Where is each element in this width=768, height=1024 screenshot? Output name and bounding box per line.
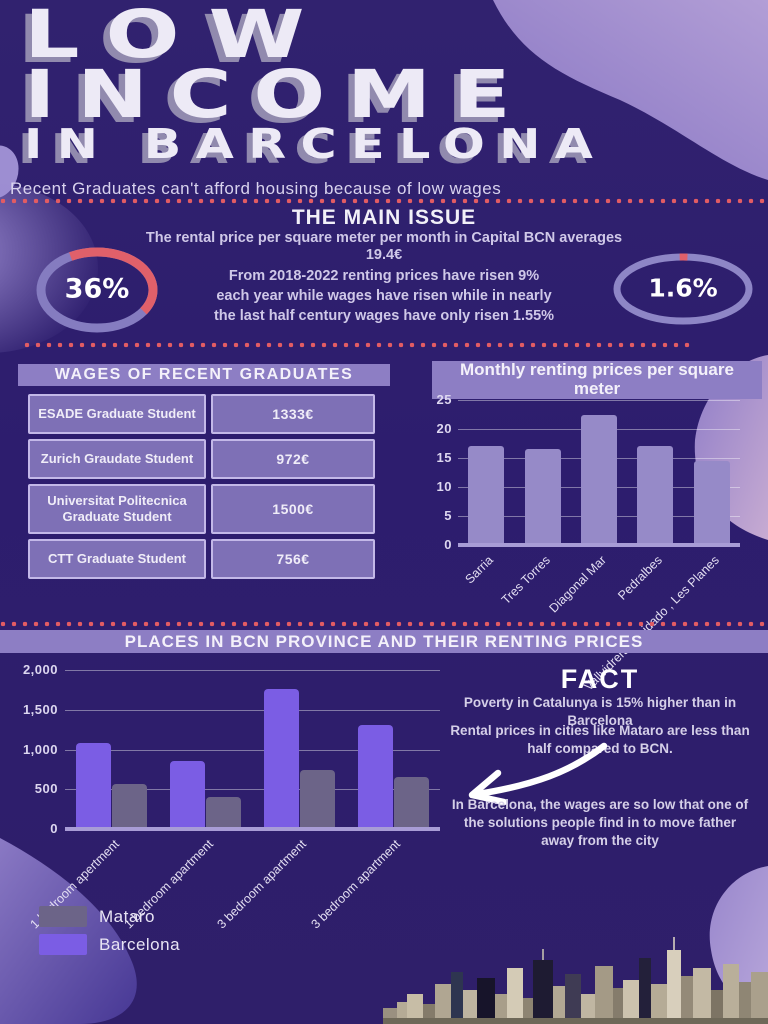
wages-table-title: WAGES OF RECENT GRADUATES bbox=[18, 364, 390, 386]
subtitle: Recent Graduates can't afford housing be… bbox=[10, 179, 502, 198]
chart2-legend: Mataro Barcelona bbox=[39, 906, 180, 962]
bar-group bbox=[263, 670, 335, 829]
bar-Sarria bbox=[468, 446, 505, 545]
main-issue-heading: THE MAIN ISSUE bbox=[291, 206, 477, 229]
chart2-x-axis-labels: 1 bedroom apertment 1 bedroom apartment 3 … bbox=[27, 831, 440, 931]
bar-Vallvidrera, Tibidado , Les Planes bbox=[693, 460, 730, 545]
chart2-x-axis-line bbox=[65, 827, 440, 831]
bar-mataro bbox=[299, 770, 335, 829]
stat-left-value: 36% bbox=[64, 273, 130, 305]
table-cell-label: CTT Graduate Student bbox=[28, 539, 206, 579]
gridline bbox=[458, 400, 740, 401]
ring-chart-1-6 bbox=[613, 253, 753, 325]
chart1-y-axis: 25 20 15 10 5 0 bbox=[418, 392, 452, 552]
bar-Diagonal Mar bbox=[580, 414, 617, 545]
bar-mataro bbox=[206, 797, 242, 829]
table-cell-label: Zurich Graudate Student bbox=[28, 439, 206, 479]
gridline bbox=[65, 789, 440, 791]
chart2-plot-area bbox=[65, 670, 440, 831]
stat-ring-right: 1.6% bbox=[610, 252, 756, 326]
fact-heading: FACT bbox=[560, 664, 640, 694]
dotted-divider-bottom bbox=[0, 621, 768, 627]
bar-barcelona bbox=[170, 761, 206, 829]
main-issue-body-line: each year while wages have risen while i… bbox=[216, 288, 552, 304]
chart2-y-axis: 2,000 1,500 1,000 500 0 bbox=[8, 662, 58, 836]
chart2-title: PLACES IN BCN PROVINCE AND THEIR RENTING… bbox=[0, 630, 768, 653]
legend-label: Mataro bbox=[99, 906, 155, 926]
stat-right-value: 1.6% bbox=[648, 273, 718, 303]
table-row: Universitat Politecnica Graduate Student… bbox=[28, 484, 375, 534]
chart1-title: Monthly renting prices per square meter bbox=[432, 360, 762, 399]
curved-arrow-icon bbox=[468, 742, 608, 806]
table-row: CTT Graduate Student 756€ bbox=[28, 539, 375, 579]
legend-item: Mataro bbox=[39, 906, 180, 927]
main-issue-body: From 2018-2022 renting prices have risen… bbox=[184, 266, 584, 326]
fact-paragraph-1: Poverty in Catalunya is 15% higher than … bbox=[463, 695, 737, 728]
wages-table: ESADE Graduate Student 1333€ Zurich Grau… bbox=[28, 394, 375, 584]
y-axis-tick: 0 bbox=[50, 821, 58, 836]
y-axis-tick: 500 bbox=[34, 781, 58, 797]
y-axis-tick: 5 bbox=[444, 508, 452, 523]
y-axis-tick: 15 bbox=[436, 450, 452, 465]
bar-mataro bbox=[393, 776, 429, 829]
bar-Tres Torres bbox=[524, 449, 561, 545]
table-cell-value: 972€ bbox=[211, 439, 375, 479]
chart1-bars bbox=[458, 400, 740, 545]
bar-group bbox=[170, 670, 242, 829]
fact-paragraph-3: In Barcelona, the wages are so low that … bbox=[451, 797, 749, 848]
table-cell-label: ESADE Graduate Student bbox=[28, 394, 206, 434]
gridline bbox=[65, 709, 440, 711]
bar-barcelona bbox=[263, 689, 299, 829]
city-skyline-illustration bbox=[383, 937, 768, 1024]
dotted-divider-top bbox=[0, 198, 768, 204]
bar-group bbox=[76, 670, 148, 829]
bar-Pedralbes bbox=[637, 446, 674, 545]
decor-blob-bottom-right bbox=[709, 866, 768, 1012]
y-axis-tick: 1,500 bbox=[22, 701, 58, 717]
bar-mataro bbox=[112, 784, 148, 829]
chart2-bars bbox=[65, 670, 440, 829]
main-issue-intro: The rental price per square meter per mo… bbox=[145, 230, 623, 246]
table-cell-value: 756€ bbox=[211, 539, 375, 579]
legend-swatch bbox=[39, 934, 87, 955]
y-axis-tick: 2,000 bbox=[22, 662, 58, 677]
chart1-plot-area bbox=[458, 400, 740, 547]
page-title-line-3: IN BARCELONA bbox=[24, 120, 608, 168]
y-axis-tick: 1,000 bbox=[22, 741, 58, 757]
y-axis-tick: 20 bbox=[436, 421, 452, 436]
y-axis-tick: 25 bbox=[436, 392, 452, 407]
stat-ring-left: 36% bbox=[32, 244, 162, 336]
y-axis-tick: 0 bbox=[444, 537, 452, 552]
gridline bbox=[65, 749, 440, 751]
table-cell-value: 1500€ bbox=[211, 484, 375, 534]
table-cell-value: 1333€ bbox=[211, 394, 375, 434]
page-title-line-2: INCOME bbox=[24, 56, 533, 133]
main-issue-body-line: the last half century wages have only ri… bbox=[213, 308, 555, 324]
legend-label: Barcelona bbox=[99, 934, 181, 954]
dotted-divider-middle bbox=[24, 342, 692, 348]
gridline bbox=[65, 670, 440, 671]
chart1-x-axis-line bbox=[458, 543, 740, 547]
table-row: ESADE Graduate Student 1333€ bbox=[28, 394, 375, 434]
main-issue-body-line: From 2018-2022 renting prices have risen… bbox=[228, 268, 540, 284]
y-axis-tick: 10 bbox=[436, 479, 452, 494]
bar-barcelona bbox=[357, 724, 393, 829]
bar-group bbox=[357, 670, 429, 829]
legend-item: Barcelona bbox=[39, 934, 180, 955]
table-cell-label: Universitat Politecnica Graduate Student bbox=[28, 484, 206, 534]
page-title-line-1: LOW bbox=[24, 0, 334, 73]
table-row: Zurich Graudate Student 972€ bbox=[28, 439, 375, 479]
bar-barcelona bbox=[76, 743, 112, 829]
main-issue-average-value: 19.4€ bbox=[365, 247, 403, 263]
legend-swatch bbox=[39, 906, 87, 927]
